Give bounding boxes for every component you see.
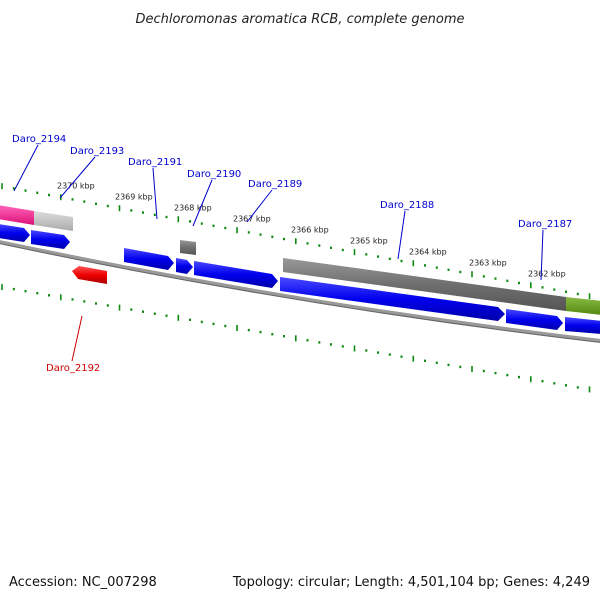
scale-tick-label: 2364 kbp: [409, 247, 447, 256]
accession-text: Accession: NC_007298: [9, 575, 157, 590]
scale-tick-label: 2367 kbp: [233, 215, 271, 224]
gene-label-leaders: [13, 144, 544, 362]
gene-feature-forward: [0, 224, 30, 242]
gene-feature-gray: [283, 258, 566, 311]
gene-label: Daro_2190: [187, 169, 241, 180]
gene-feature-reverse: [72, 266, 107, 284]
gene-feature-forward: [280, 277, 505, 321]
scale-tick-label: 2366 kbp: [291, 225, 329, 234]
scale-tick-label: 2363 kbp: [469, 259, 507, 268]
scale-tick-label: 2370 kbp: [57, 182, 95, 191]
scale-tick-label: 2368 kbp: [174, 203, 212, 212]
scale-tick-label: 2369 kbp: [115, 192, 153, 201]
gene-feature-magenta: [0, 205, 34, 225]
gene-feature-light-gray: [34, 211, 73, 231]
gene-feature-olive: [566, 297, 600, 315]
gene-feature-forward: [124, 248, 174, 270]
gene-feature-gray: [180, 240, 196, 255]
gene-features: [0, 205, 600, 334]
scale-tick-label: 2362 kbp: [528, 270, 566, 279]
tick-labels: 2370 kbp 2369 kbp 2368 kbp 2367 kbp 2366 kbp…: [57, 182, 566, 279]
genome-summary-text: Topology: circular; Length: 4,501,104 bp…: [232, 575, 590, 590]
gene-feature-forward: [565, 317, 600, 334]
map-title: Dechloromonas aromatica RCB, complete ge…: [135, 12, 464, 27]
gene-feature-forward: [506, 309, 563, 330]
gene-label: Daro_2191: [128, 157, 182, 168]
genome-backbone: [0, 240, 600, 343]
gene-feature-forward: [176, 258, 193, 274]
gene-feature-forward: [31, 230, 70, 249]
tick-row-upper: [1, 183, 591, 300]
tick-row-lower: [1, 284, 591, 393]
gene-label: Daro_2189: [248, 179, 302, 190]
scale-tick-label: 2365 kbp: [350, 236, 388, 245]
gene-label: Daro_2192: [46, 363, 100, 374]
gene-label: Daro_2188: [380, 200, 434, 211]
gene-feature-forward: [194, 261, 278, 288]
gene-label: Daro_2194: [12, 134, 66, 145]
gene-labels: Daro_2194 Daro_2193 Daro_2191 Daro_2190 …: [12, 134, 572, 374]
gene-label: Daro_2193: [70, 146, 124, 157]
gene-label: Daro_2187: [518, 219, 572, 230]
